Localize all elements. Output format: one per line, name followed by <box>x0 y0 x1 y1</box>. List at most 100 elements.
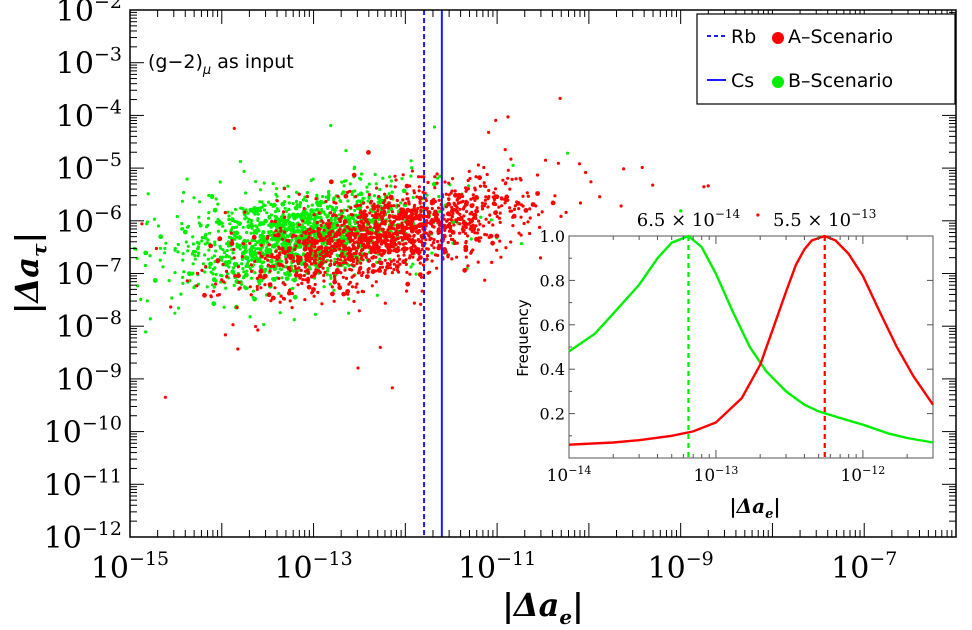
scatter-point <box>419 302 423 306</box>
scatter-point <box>304 199 308 203</box>
scatter-point <box>292 318 296 322</box>
scatter-point <box>293 272 299 278</box>
scatter-point <box>351 232 357 238</box>
scatter-point <box>332 226 336 230</box>
scatter-point <box>369 251 373 255</box>
scatter-point <box>469 237 473 241</box>
scatter-point <box>462 214 466 218</box>
scatter-point <box>487 220 491 224</box>
inset-y-tick-label: 1.0 <box>540 227 565 246</box>
scatter-point <box>444 205 448 209</box>
scatter-point <box>348 221 352 225</box>
scatter-point <box>455 241 459 245</box>
scatter-point <box>251 295 255 300</box>
scatter-point <box>278 236 282 240</box>
scatter-point <box>295 259 299 263</box>
scatter-point <box>331 249 335 253</box>
scatter-point <box>294 199 299 204</box>
scatter-point <box>498 211 502 215</box>
scatter-point <box>226 240 231 244</box>
scatter-point <box>347 237 351 241</box>
scatter-point <box>358 203 362 207</box>
scatter-point <box>314 270 318 275</box>
scatter-point <box>350 192 354 197</box>
scatter-point <box>416 258 420 262</box>
scatter-point <box>257 282 261 286</box>
scatter-point <box>319 238 323 242</box>
scatter-point <box>366 150 371 155</box>
scatter-point <box>421 190 425 194</box>
scatter-point <box>377 218 381 222</box>
scatter-point <box>435 176 439 180</box>
scatter-point <box>326 218 331 223</box>
scatter-point <box>350 256 354 260</box>
scatter-point <box>236 265 240 269</box>
scatter-point <box>363 209 367 213</box>
scatter-point <box>374 182 378 186</box>
scatter-point <box>474 224 478 228</box>
scatter-point <box>321 266 325 270</box>
scatter-point <box>392 262 396 266</box>
scatter-point <box>244 216 248 220</box>
scatter-point <box>203 233 207 237</box>
scatter-point <box>304 230 308 234</box>
scatter-point <box>360 273 364 278</box>
scatter-point <box>242 238 246 242</box>
scatter-point <box>342 255 346 259</box>
scatter-point <box>185 225 190 229</box>
scatter-point <box>346 190 350 194</box>
scatter-point <box>449 218 453 222</box>
scatter-point <box>332 274 336 279</box>
scatter-point <box>410 169 414 173</box>
scatter-point <box>476 163 480 167</box>
scatter-point <box>228 222 232 226</box>
scatter-point <box>502 197 506 201</box>
scatter-point <box>455 255 459 259</box>
scatter-point <box>387 244 391 248</box>
scatter-point <box>443 180 447 184</box>
scatter-point <box>161 265 165 269</box>
scatter-point <box>332 299 336 303</box>
scatter-point <box>175 214 179 219</box>
scatter-point <box>305 220 310 224</box>
scatter-point <box>222 280 226 284</box>
scatter-point <box>258 260 262 264</box>
scatter-point <box>411 195 415 200</box>
scatter-point <box>357 309 361 313</box>
scatter-point <box>472 212 478 218</box>
scatter-point <box>358 199 362 203</box>
scatter-point <box>295 254 299 258</box>
scatter-point <box>396 215 400 219</box>
scatter-point <box>446 223 451 229</box>
scatter-point <box>467 184 471 188</box>
scatter-point <box>326 246 330 250</box>
scatter-point <box>382 230 386 234</box>
scatter-point <box>186 249 190 253</box>
scatter-point <box>367 182 371 186</box>
scatter-point <box>419 175 424 179</box>
scatter-point <box>341 291 347 297</box>
scatter-point <box>273 242 277 246</box>
scatter-point <box>418 224 422 229</box>
scatter-point <box>464 241 468 245</box>
scatter-point <box>287 207 291 212</box>
scatter-point <box>333 262 337 266</box>
scatter-point <box>230 226 235 230</box>
scatter-point <box>348 182 352 186</box>
scatter-point <box>303 298 307 302</box>
scatter-point <box>395 226 400 230</box>
scatter-point <box>200 239 204 243</box>
scatter-point <box>430 206 434 211</box>
scatter-point <box>332 213 336 217</box>
scatter-point <box>373 172 377 177</box>
scatter-point <box>451 209 455 213</box>
scatter-point <box>432 212 436 217</box>
scatter-point <box>379 249 383 253</box>
scatter-point <box>473 188 477 192</box>
scatter-point <box>514 177 518 181</box>
scatter-point <box>306 204 310 208</box>
scatter-point <box>389 179 393 183</box>
inset-x-tick-label: 10−14 <box>547 464 592 486</box>
scatter-point <box>312 258 317 262</box>
scatter-point <box>344 276 349 280</box>
